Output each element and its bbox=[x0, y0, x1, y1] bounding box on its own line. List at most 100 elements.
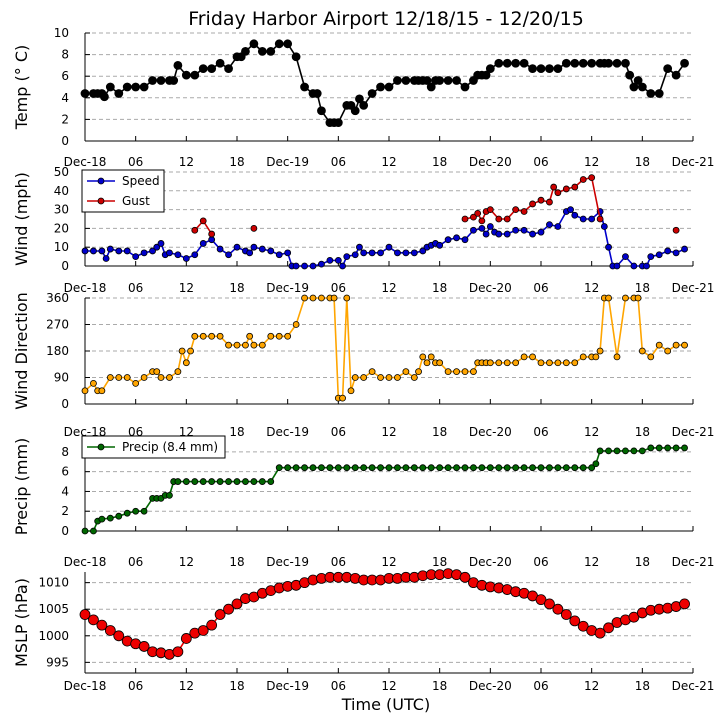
mslp-data-point bbox=[88, 614, 99, 626]
precip-data-point bbox=[681, 444, 688, 452]
wind-data-point bbox=[115, 247, 123, 255]
wind-data-point bbox=[474, 209, 482, 217]
dir-data-point bbox=[292, 321, 300, 328]
precip-data-point bbox=[174, 478, 182, 485]
wind-ytick-label: 50 bbox=[54, 165, 69, 179]
wind-data-point bbox=[174, 251, 182, 259]
temp-ytick-label: 6 bbox=[61, 69, 69, 83]
wind-data-point bbox=[512, 226, 520, 234]
dir-data-point bbox=[672, 341, 680, 349]
temp-data-point bbox=[156, 76, 166, 85]
wind-data-point bbox=[503, 230, 511, 238]
dir-data-point bbox=[368, 368, 376, 376]
mslp-data-point bbox=[172, 646, 184, 658]
dir-data-point bbox=[622, 294, 629, 302]
wind-data-point bbox=[567, 206, 574, 214]
wind-data-point bbox=[377, 249, 384, 257]
dir-xtick-label: 18 bbox=[229, 281, 244, 295]
precip-legend-marker bbox=[97, 443, 105, 451]
mslp-xtick-label: 06 bbox=[533, 555, 548, 569]
mslp-ytick-label: 1010 bbox=[38, 576, 69, 590]
dir-data-point bbox=[330, 294, 338, 302]
wind-legend-label: Gust bbox=[122, 194, 150, 208]
precip-data-point bbox=[503, 464, 511, 472]
wind-data-point bbox=[520, 208, 528, 215]
precip-data-point bbox=[309, 464, 317, 472]
mslp-ytick-label: 1005 bbox=[38, 602, 69, 616]
temp-data-point bbox=[625, 70, 635, 80]
precip-data-point bbox=[546, 464, 553, 472]
dir-data-point bbox=[579, 353, 587, 361]
dir-data-point bbox=[554, 359, 562, 367]
wind-xtick-label: 06 bbox=[331, 155, 346, 169]
precip-data-point bbox=[579, 464, 587, 472]
temp-data-point bbox=[355, 94, 364, 104]
dir-data-point bbox=[664, 347, 672, 355]
precip-data-point bbox=[419, 464, 427, 472]
temp-data-point bbox=[536, 64, 546, 74]
dir-xtick-label: 12 bbox=[381, 281, 396, 295]
temp-data-point bbox=[587, 58, 597, 68]
bottom-xtick-label: Dec-18 bbox=[64, 679, 107, 693]
precip-data-point bbox=[368, 464, 376, 472]
mslp-data-point bbox=[577, 620, 589, 632]
dir-data-point bbox=[444, 368, 452, 376]
wind-data-point bbox=[318, 260, 325, 268]
temp-data-point bbox=[481, 70, 491, 80]
temp-data-point bbox=[502, 58, 512, 68]
wind-data-point bbox=[334, 256, 342, 264]
wind-data-point bbox=[495, 215, 503, 223]
dir-data-point bbox=[132, 379, 140, 387]
temp-data-point bbox=[443, 76, 453, 85]
wind-data-point bbox=[385, 243, 393, 251]
dir-data-point bbox=[153, 368, 161, 376]
dir-data-point bbox=[242, 341, 249, 349]
wind-data-point bbox=[419, 247, 427, 255]
dir-data-point bbox=[546, 359, 553, 367]
bottom-xtick-label: 06 bbox=[128, 679, 143, 693]
temp-data-point bbox=[494, 58, 504, 68]
precip-data-point bbox=[436, 464, 444, 472]
precip-data-point bbox=[562, 464, 570, 472]
temp-data-point bbox=[114, 89, 124, 98]
wind-data-point bbox=[672, 249, 680, 257]
precip-xtick-label: Dec-19 bbox=[266, 425, 309, 439]
wind-data-point bbox=[191, 226, 199, 234]
temp-data-point bbox=[241, 46, 250, 56]
precip-data-point bbox=[115, 512, 123, 520]
wind-data-point bbox=[246, 249, 254, 257]
wind-data-point bbox=[605, 243, 612, 251]
precip-xtick-label: 18 bbox=[229, 425, 244, 439]
dir-data-point bbox=[423, 359, 431, 367]
precip-legend-label: Precip (8.4 mm) bbox=[122, 440, 218, 454]
precip-data-point bbox=[258, 478, 266, 485]
dir-data-point bbox=[199, 332, 207, 340]
precip-data-point bbox=[225, 478, 232, 485]
wind-data-point bbox=[562, 185, 570, 193]
wind-data-point bbox=[503, 215, 511, 223]
wind-data-point bbox=[495, 230, 503, 238]
dir-data-point bbox=[178, 347, 186, 355]
precip-xtick-label: 06 bbox=[331, 425, 346, 439]
temp-y-axis-label: Temp (° C) bbox=[12, 45, 31, 130]
dir-data-point bbox=[343, 294, 351, 302]
wind-data-point bbox=[208, 230, 216, 238]
mslp-data-point bbox=[180, 633, 192, 644]
wind-data-point bbox=[537, 196, 545, 204]
wind-xtick-label: Dec-19 bbox=[266, 155, 309, 169]
wind-data-point bbox=[622, 253, 629, 261]
dir-xtick-label: 18 bbox=[432, 281, 447, 295]
temp-data-point bbox=[460, 82, 470, 92]
dir-xtick-label: 12 bbox=[179, 281, 194, 295]
precip-xtick-label: 06 bbox=[533, 425, 548, 439]
dir-xtick-label: 18 bbox=[635, 281, 650, 295]
mslp-data-point bbox=[138, 641, 150, 652]
dir-data-point bbox=[592, 353, 600, 361]
wind-data-point bbox=[284, 249, 292, 257]
temp-data-point bbox=[257, 46, 267, 56]
mslp-xtick-label: Dec-19 bbox=[266, 555, 309, 569]
wind-data-point bbox=[149, 247, 156, 255]
precip-data-point bbox=[470, 464, 477, 472]
